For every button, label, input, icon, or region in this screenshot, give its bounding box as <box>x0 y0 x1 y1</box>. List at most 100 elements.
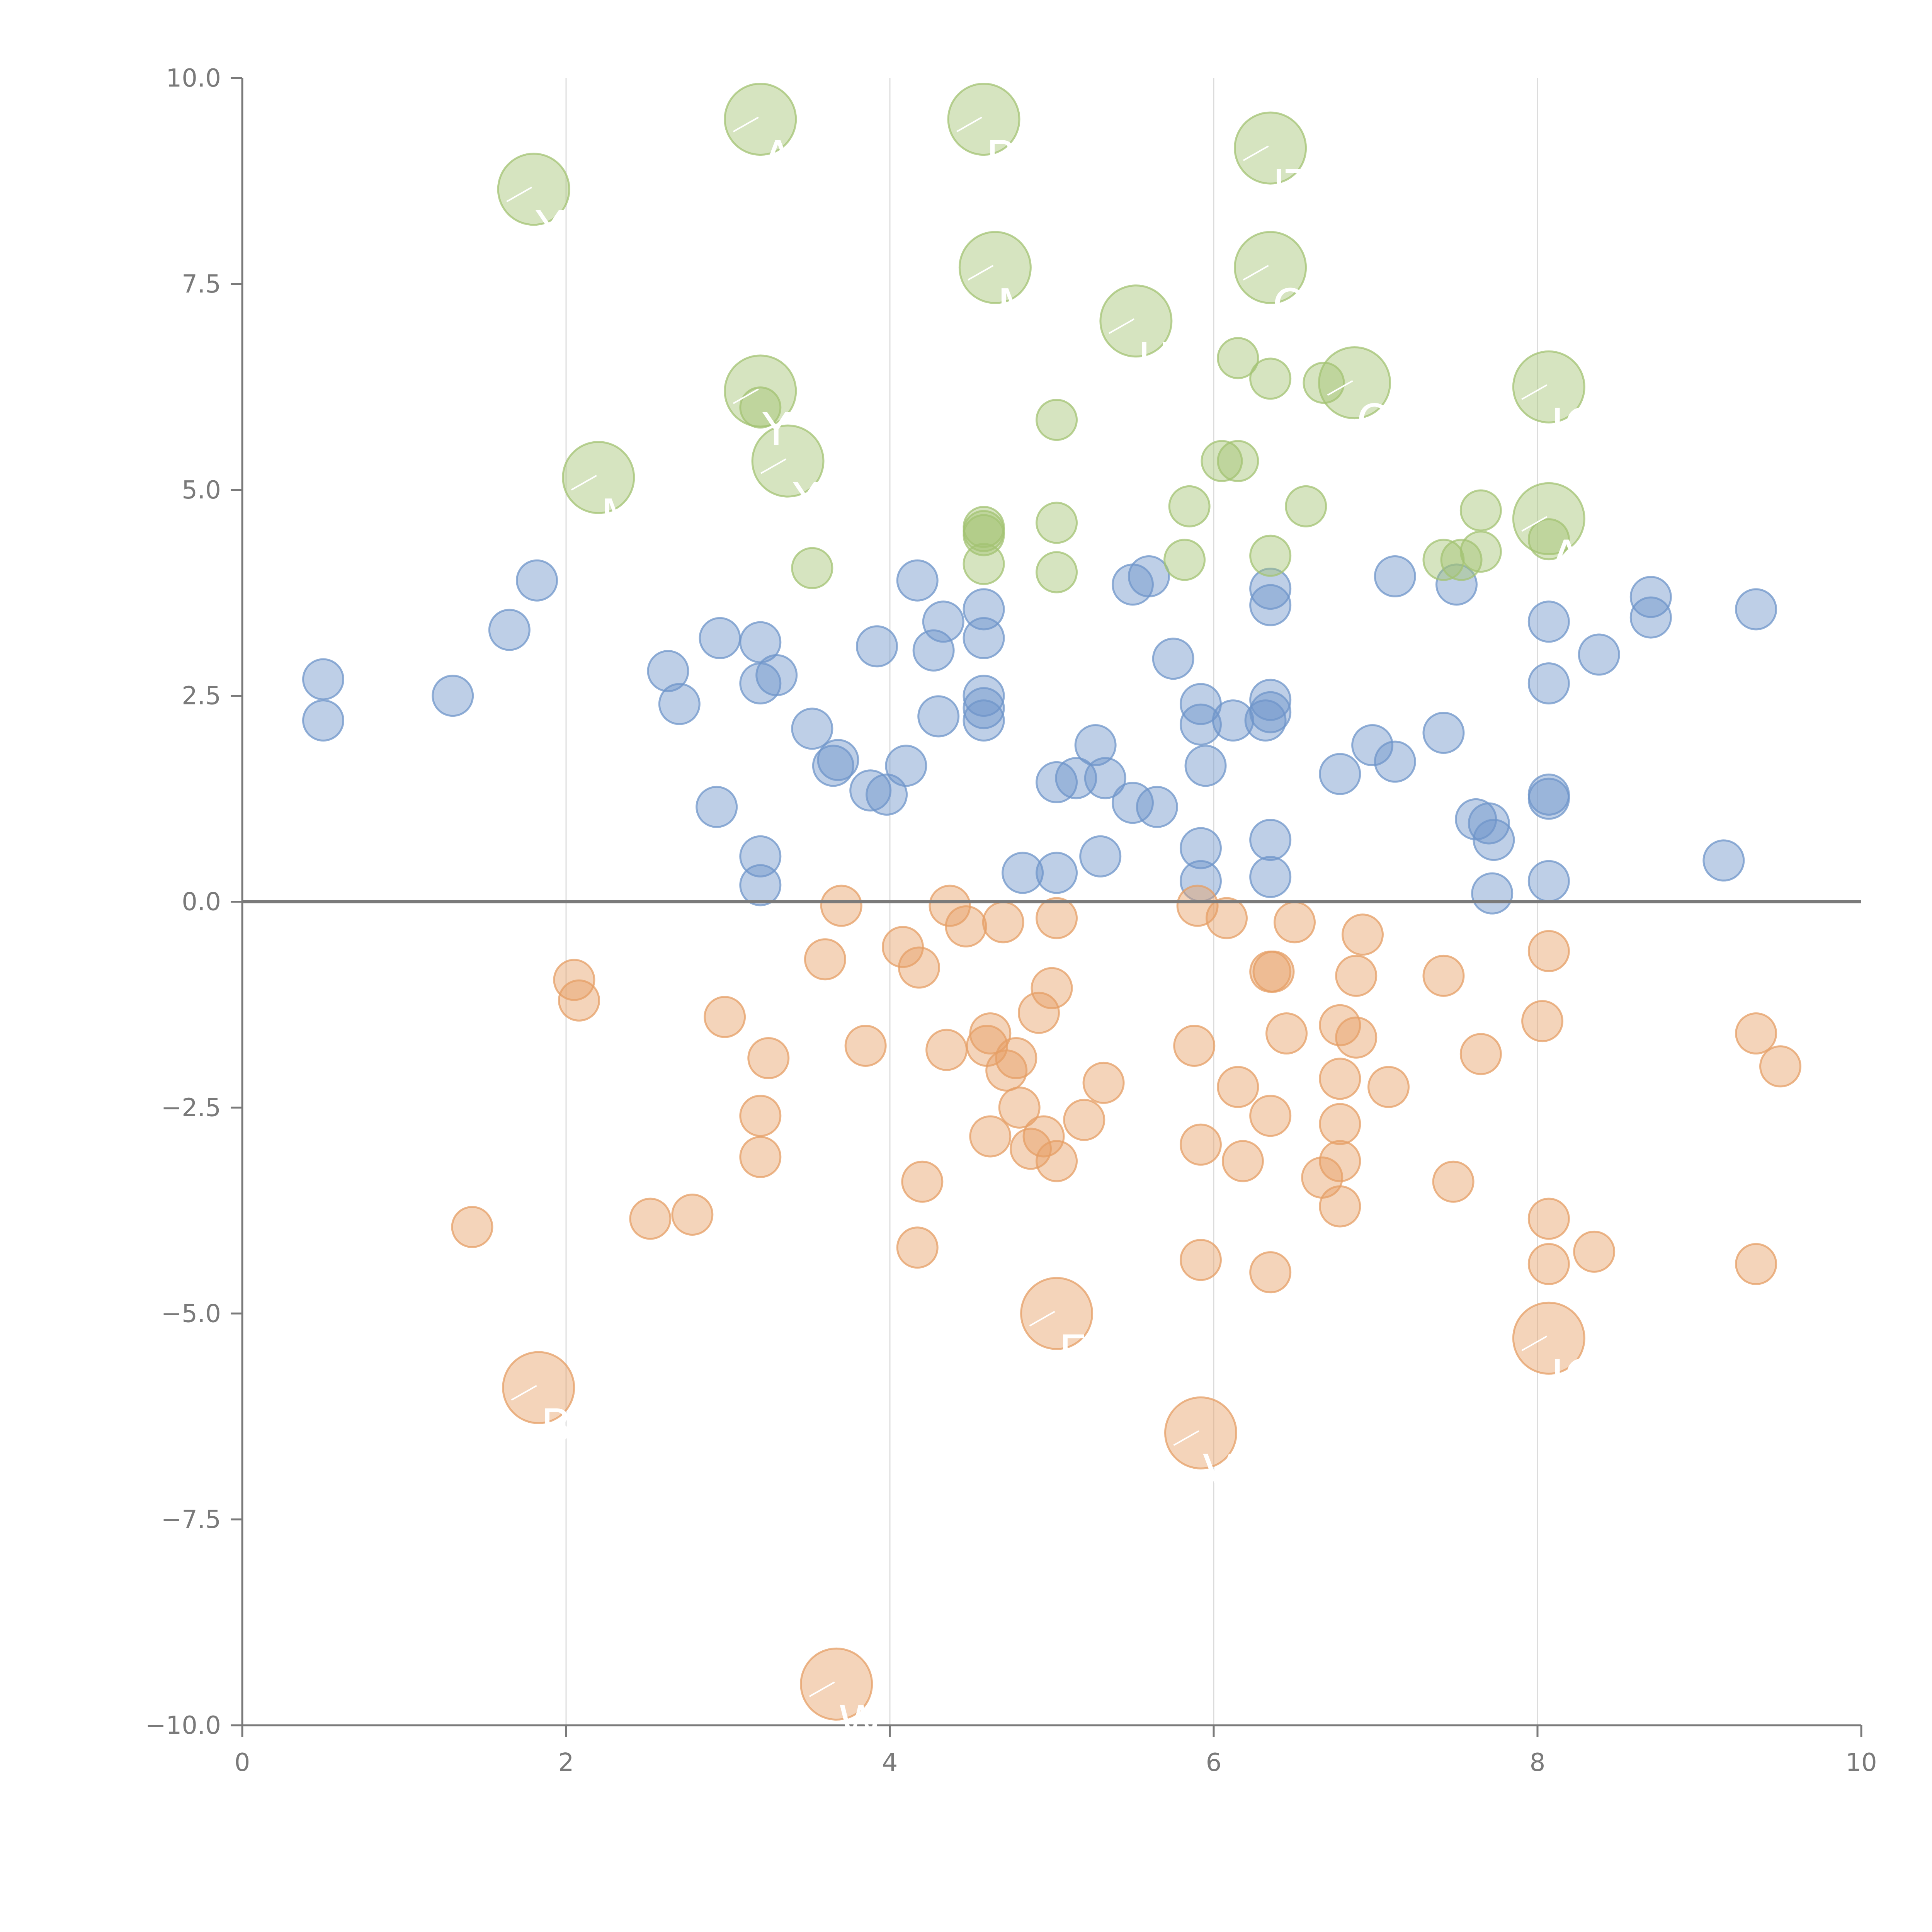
data-point <box>1055 757 1097 799</box>
data-point <box>1285 485 1327 527</box>
data-point <box>885 745 927 787</box>
data-point <box>1335 1016 1378 1059</box>
data-point <box>1036 551 1078 594</box>
data-point <box>963 617 1005 659</box>
data-point <box>1527 1243 1570 1285</box>
data-point <box>658 683 701 725</box>
bubble-label: B <box>541 1399 572 1452</box>
y-tick-label: 0.0 <box>182 888 221 917</box>
data-point <box>1179 1239 1222 1281</box>
data-point <box>945 905 987 947</box>
bubble-label: IC <box>1551 1350 1596 1403</box>
label-leader-line <box>968 265 994 281</box>
data-point <box>1099 284 1173 358</box>
data-point <box>1629 596 1672 639</box>
data-point <box>998 1086 1041 1129</box>
data-point <box>1249 856 1292 898</box>
data-point <box>1319 1058 1361 1100</box>
data-point <box>1335 954 1378 997</box>
label-leader-line <box>760 458 787 474</box>
data-point <box>1063 1099 1105 1141</box>
data-point <box>1341 913 1384 956</box>
bubble-label: AA <box>1551 530 1614 583</box>
data-point <box>1319 753 1361 795</box>
label-leader-line <box>733 116 759 133</box>
data-point <box>1084 757 1126 799</box>
data-point <box>1020 1277 1094 1350</box>
y-tick-label: −10.0 <box>145 1711 221 1740</box>
data-point <box>488 609 531 651</box>
x-tick-label: 0 <box>235 1748 250 1777</box>
data-point <box>963 543 1005 585</box>
data-point <box>1319 1103 1361 1145</box>
bubble-label: Y <box>762 403 791 456</box>
bubble-label: XB <box>790 473 852 526</box>
bubble-label: OC <box>1357 395 1424 448</box>
data-point <box>1244 699 1287 742</box>
data-point <box>1422 712 1465 754</box>
data-point <box>958 231 1032 304</box>
bubble-label: M <box>600 489 640 543</box>
data-point <box>1249 691 1292 733</box>
data-point <box>699 617 741 659</box>
data-point <box>739 864 782 906</box>
data-point <box>1036 502 1078 544</box>
data-point <box>739 1136 782 1178</box>
data-point <box>791 707 833 750</box>
data-point <box>1217 337 1259 379</box>
data-point <box>963 699 1005 742</box>
y-tick-label: 10.0 <box>166 64 221 93</box>
data-point <box>751 424 825 498</box>
data-point <box>739 835 782 878</box>
data-point <box>1206 897 1248 939</box>
data-point <box>558 979 600 1022</box>
data-point <box>804 938 846 981</box>
data-point <box>963 588 1005 631</box>
bubble-label: JT <box>1270 160 1314 213</box>
data-point <box>1527 662 1570 705</box>
data-point <box>629 1197 672 1240</box>
data-point <box>1374 740 1416 783</box>
data-point <box>1274 901 1316 944</box>
data-point <box>1759 1045 1801 1088</box>
bubble-label: BB <box>986 131 1048 184</box>
x-tick-label: 6 <box>1206 1748 1222 1777</box>
y-tick-label: 7.5 <box>182 270 221 299</box>
data-point <box>1082 1061 1125 1104</box>
data-point <box>1249 568 1292 610</box>
tick-marks: 0 2 4 6 8 10 10.0 7.5 5.0 2.5 0.0 −2.5 −5.0 −7.5 −10.0 <box>145 64 1877 1777</box>
data-point <box>1468 802 1510 845</box>
data-point <box>963 675 1005 717</box>
data-point <box>1010 1128 1052 1170</box>
y-tick-label: −7.5 <box>161 1505 221 1534</box>
data-point <box>1351 724 1394 767</box>
data-point <box>1303 362 1345 404</box>
data-point <box>1217 1066 1259 1108</box>
data-point <box>1471 872 1514 915</box>
data-point <box>302 699 344 742</box>
data-point <box>1221 1140 1264 1182</box>
data-point <box>901 1160 944 1203</box>
data-point <box>1735 1243 1777 1285</box>
data-points <box>302 83 1801 1721</box>
data-point <box>849 769 892 812</box>
data-point <box>844 1025 887 1067</box>
data-point <box>747 1037 790 1079</box>
data-point <box>982 901 1024 944</box>
data-point <box>1036 897 1078 939</box>
data-point <box>1422 954 1465 997</box>
data-point <box>739 1095 782 1137</box>
data-point <box>1249 584 1292 626</box>
data-point <box>1319 1185 1361 1228</box>
data-point <box>1367 1066 1410 1108</box>
data-point <box>1017 992 1060 1034</box>
data-point <box>1527 777 1570 820</box>
data-point <box>1152 638 1194 680</box>
y-tick-label: −5.0 <box>161 1299 221 1328</box>
data-point <box>947 83 1020 156</box>
data-point <box>1031 967 1073 1009</box>
data-point <box>912 629 955 672</box>
data-point <box>1459 1033 1502 1075</box>
data-point <box>755 654 798 696</box>
